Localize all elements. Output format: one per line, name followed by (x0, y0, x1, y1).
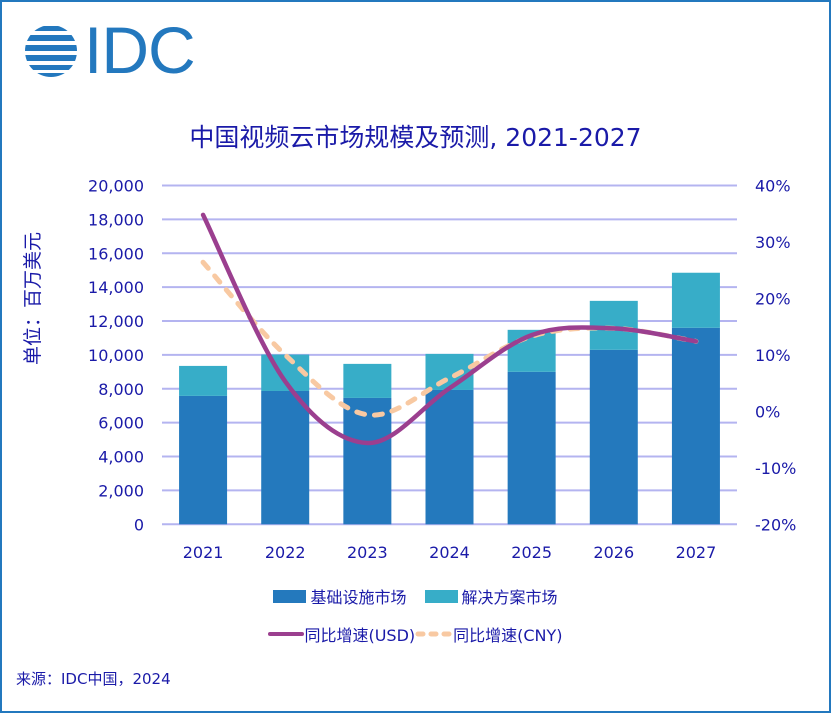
legend-line-usd (268, 632, 305, 636)
bar-解决方案市场-2027 (671, 272, 720, 328)
bar-基础设施市场-2022 (261, 390, 310, 525)
x-tick-label: 2022 (265, 543, 306, 562)
bar-解决方案市场-2023 (343, 363, 392, 398)
bar-基础设施市场-2021 (179, 395, 228, 525)
y-tick-label: 0 (134, 515, 144, 534)
legend-swatch (424, 589, 458, 603)
bar-解决方案市场-2024 (425, 353, 474, 390)
x-tick-label: 2021 (183, 543, 224, 562)
legend-row-bars: 基础设施市场 解决方案市场 (0, 584, 831, 608)
chart-title: 中国视频云市场规模及预测, 2021-2027 (189, 123, 642, 152)
bar-解决方案市场-2021 (179, 365, 228, 396)
source-note: 来源：IDC中国，2024 (16, 670, 171, 688)
bar-基础设施市场-2024 (425, 389, 474, 525)
y-tick-label: 8,000 (98, 380, 144, 399)
legend-label: 解决方案市场 (461, 588, 558, 607)
y-tick-label: 16,000 (88, 244, 144, 263)
legend-line-cny (415, 631, 454, 637)
legend-label: 同比增速(USD) (304, 626, 416, 645)
x-tick-label: 2026 (593, 543, 634, 562)
legend-item-usd: 同比增速(USD) (268, 622, 415, 646)
x-tick-label: 2024 (429, 543, 470, 562)
bar-基础设施市场-2026 (589, 349, 638, 525)
y2-tick-label: -20% (755, 515, 796, 534)
y2-tick-label: -10% (755, 459, 796, 478)
legend-swatch (273, 589, 307, 603)
y-tick-label: 14,000 (88, 278, 144, 297)
bar-基础设施市场-2023 (343, 397, 392, 525)
y-tick-label: 4,000 (98, 448, 144, 467)
idc-logo-icon (25, 26, 77, 77)
legend-row-lines: 同比增速(USD) 同比增速(CNY) (0, 622, 831, 646)
legend-item-infrastructure: 基础设施市场 (273, 584, 407, 608)
y-tick-label: 10,000 (88, 346, 144, 365)
legend-label: 基础设施市场 (310, 588, 407, 607)
y-tick-label: 12,000 (88, 312, 144, 331)
bar-基础设施市场-2025 (507, 371, 556, 525)
x-tick-label: 2023 (347, 543, 388, 562)
y2-tick-label: 10% (755, 346, 791, 365)
legend-item-solutions: 解决方案市场 (424, 584, 558, 608)
x-tick-label: 2025 (511, 543, 552, 562)
y2-tick-label: 20% (755, 289, 791, 308)
legend-item-cny: 同比增速(CNY) (415, 622, 563, 646)
y2-tick-label: 40% (755, 177, 791, 196)
bar-基础设施市场-2027 (671, 327, 720, 525)
y-tick-label: 2,000 (98, 481, 144, 500)
x-tick-label: 2027 (676, 543, 717, 562)
idc-logo-text: IDC (84, 13, 196, 87)
line-同比增速(USD) (200, 212, 699, 446)
y2-tick-label: 0% (755, 402, 780, 421)
legend-label: 同比增速(CNY) (453, 626, 563, 645)
y-tick-label: 20,000 (88, 177, 144, 196)
bar-解决方案市场-2026 (589, 300, 638, 350)
y-tick-label: 6,000 (98, 414, 144, 433)
y-tick-label: 18,000 (88, 210, 144, 229)
y2-tick-label: 30% (755, 233, 791, 252)
